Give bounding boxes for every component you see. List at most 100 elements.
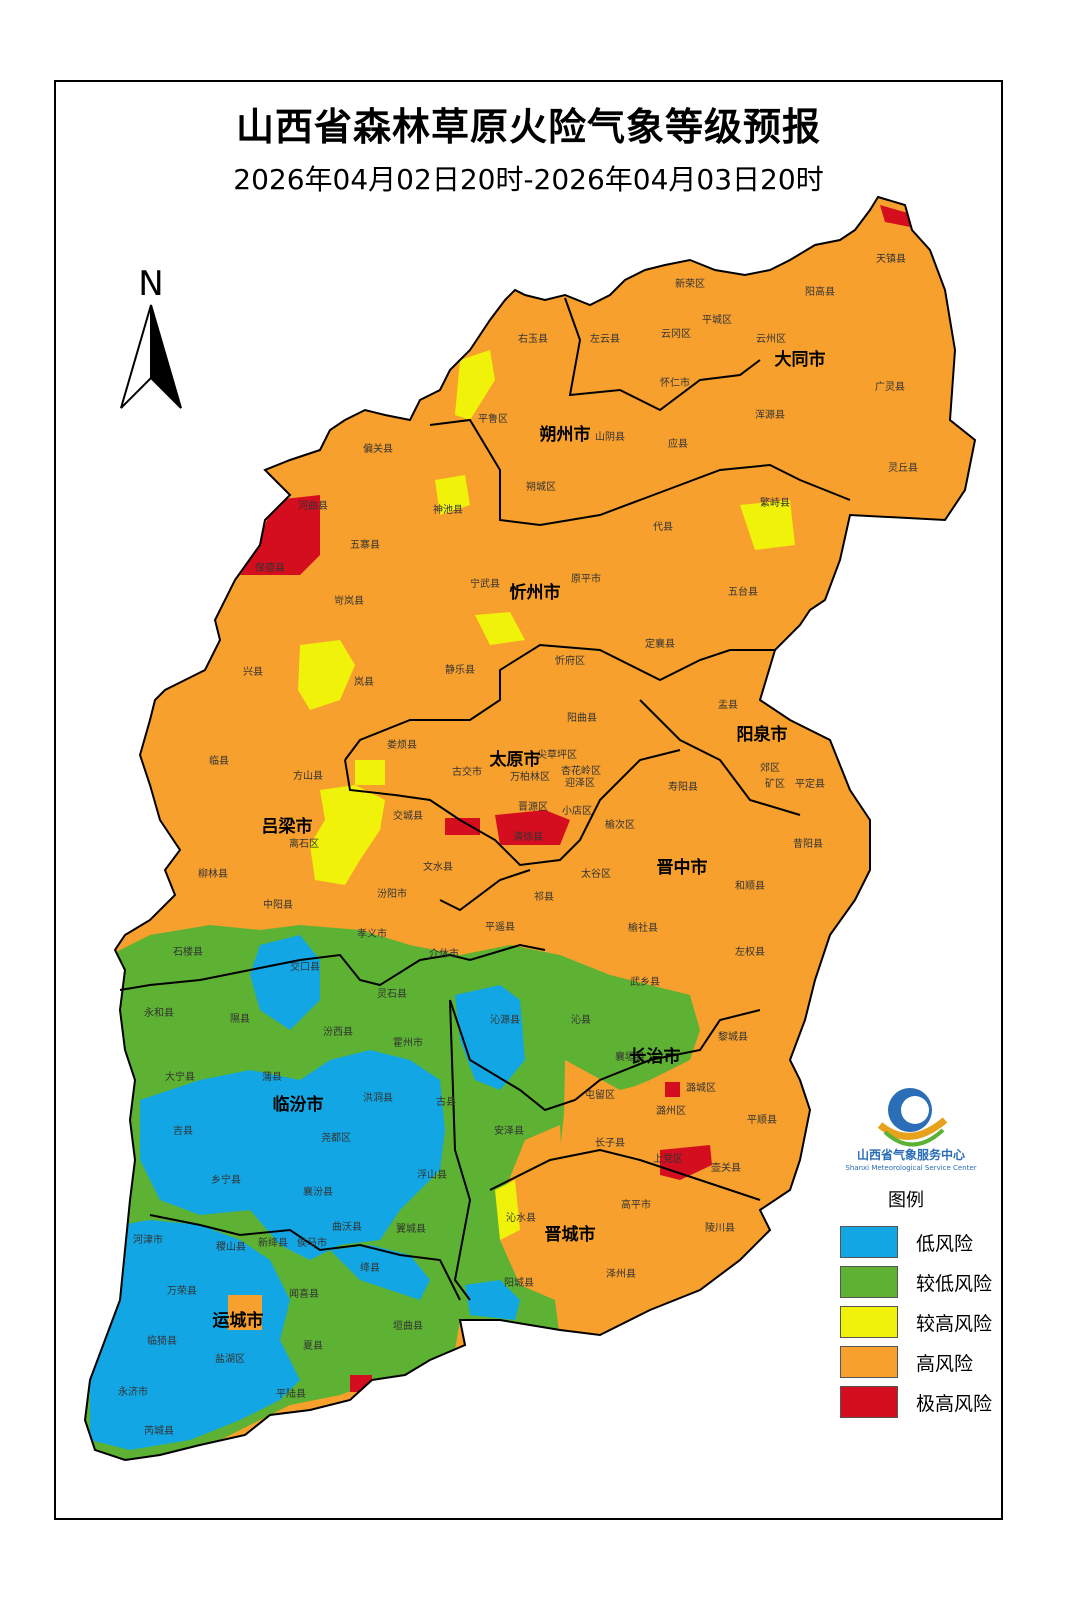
- zone-low-risk: [455, 985, 525, 1090]
- legend-item: 较低风险: [840, 1266, 992, 1298]
- county-label: 宁武县: [470, 577, 500, 590]
- city-label: 晋中市: [657, 857, 708, 878]
- city-label: 吕梁市: [262, 816, 313, 837]
- county-label: 临猗县: [147, 1334, 177, 1347]
- map-frame: [54, 80, 1003, 1520]
- county-label: 万荣县: [167, 1285, 197, 1297]
- county-label: 浮山县: [417, 1169, 447, 1181]
- county-label: 平遥县: [485, 920, 515, 933]
- county-label: 忻府区: [555, 654, 585, 667]
- county-label: 昔阳县: [793, 838, 823, 850]
- county-label: 蒲县: [262, 1070, 282, 1083]
- legend-title: 图例: [888, 1190, 924, 1211]
- county-label: 盐湖区: [215, 1352, 245, 1365]
- county-label: 沁水县: [506, 1212, 536, 1224]
- county-label: 潞州区: [656, 1104, 686, 1117]
- city-label: 大同市: [775, 349, 826, 370]
- city-label: 长治市: [630, 1046, 681, 1067]
- zone-low-risk: [90, 1220, 300, 1450]
- county-label: 高平市: [621, 1198, 651, 1211]
- county-label: 沁源县: [490, 1013, 520, 1026]
- county-label: 柳林县: [198, 867, 228, 880]
- zone-extreme-risk: [880, 205, 915, 228]
- county-label: 左权县: [735, 945, 765, 958]
- zone-higher-risk: [740, 500, 795, 550]
- county-label: 交口县: [290, 960, 320, 973]
- logo-icon: [877, 1088, 948, 1147]
- county-label: 静乐县: [445, 663, 475, 676]
- legend-label: 高风险: [916, 1352, 974, 1375]
- county-label: 绛县: [360, 1261, 380, 1274]
- logo-en-text: Shanxi Meteorological Service Center: [845, 1164, 977, 1172]
- zone-higher-risk: [475, 612, 525, 645]
- county-label: 应县: [668, 437, 688, 450]
- map-subtitle: 2026年04月02日20时-2026年04月03日20时: [233, 163, 824, 196]
- city-label: 忻州市: [510, 582, 561, 603]
- county-label: 襄汾县: [303, 1185, 333, 1198]
- city-label: 晋城市: [545, 1224, 596, 1245]
- zone-higher-risk: [355, 760, 385, 785]
- county-label: 孝义市: [357, 927, 387, 940]
- legend-label: 低风险: [916, 1232, 974, 1255]
- logo-cn-text: 山西省气象服务中心: [856, 1148, 965, 1162]
- county-label: 临县: [209, 754, 229, 767]
- county-label: 朔城区: [526, 480, 556, 493]
- legend-item: 高风险: [840, 1346, 973, 1378]
- city-label: 朔州市: [540, 424, 591, 445]
- legend-label: 较低风险: [916, 1272, 993, 1295]
- county-label: 交城县: [393, 809, 423, 822]
- county-label: 襄垣县: [615, 1050, 645, 1063]
- county-label: 方山县: [293, 769, 323, 782]
- county-label: 阳高县: [805, 285, 835, 298]
- county-label: 天镇县: [876, 252, 906, 265]
- county-label: 榆社县: [628, 921, 658, 934]
- county-label: 怀仁市: [660, 376, 690, 389]
- county-label: 石楼县: [173, 945, 203, 958]
- county-label: 陵川县: [705, 1222, 735, 1234]
- county-label: 霍州市: [393, 1036, 423, 1049]
- zone-higher-risk: [310, 785, 385, 885]
- county-label: 吉县: [173, 1125, 193, 1137]
- legend-swatch: [840, 1226, 898, 1258]
- county-label: 大宁县: [165, 1070, 195, 1083]
- zone-low-risk: [330, 1245, 430, 1300]
- city-label: 阳泉市: [737, 724, 788, 745]
- county-label: 榆次区: [605, 818, 635, 831]
- county-label: 清徐县: [513, 830, 543, 843]
- zone-high-risk: [500, 1125, 565, 1300]
- county-label: 泽州县: [606, 1268, 636, 1280]
- county-label: 郊区: [760, 761, 780, 774]
- county-label: 长子县: [595, 1137, 625, 1149]
- legend-swatch: [840, 1386, 898, 1418]
- county-label: 平城区: [702, 314, 732, 326]
- county-label: 小店区: [562, 804, 592, 817]
- county-label: 古县: [436, 1095, 456, 1108]
- county-label: 尧都区: [321, 1131, 351, 1144]
- county-label: 介休市: [429, 947, 459, 960]
- county-label: 五寨县: [350, 538, 380, 551]
- legend-label: 较高风险: [916, 1312, 993, 1335]
- county-label: 山阴县: [595, 431, 625, 443]
- zone-higher-risk: [435, 475, 470, 515]
- county-label: 曲沃县: [332, 1221, 362, 1233]
- county-label: 兴县: [243, 666, 263, 678]
- legend-swatch: [840, 1306, 898, 1338]
- county-label: 矿区: [765, 777, 785, 790]
- county-label: 云州区: [756, 333, 786, 345]
- county-label: 翼城县: [396, 1223, 426, 1235]
- county-label: 稷山县: [216, 1241, 246, 1253]
- county-label: 和顺县: [735, 880, 765, 892]
- county-label: 潞城区: [686, 1081, 716, 1094]
- county-label: 杏花岭区: [561, 764, 601, 777]
- county-label: 云冈区: [661, 328, 691, 340]
- legend-swatch: [840, 1266, 898, 1298]
- county-label: 浑源县: [755, 408, 785, 421]
- county-label: 河津市: [133, 1233, 163, 1246]
- legend-item: 低风险: [840, 1226, 973, 1258]
- county-label: 太谷区: [581, 867, 611, 880]
- county-label: 古交市: [452, 765, 482, 778]
- zone-extreme-risk: [445, 818, 480, 835]
- county-label: 原平市: [571, 572, 601, 585]
